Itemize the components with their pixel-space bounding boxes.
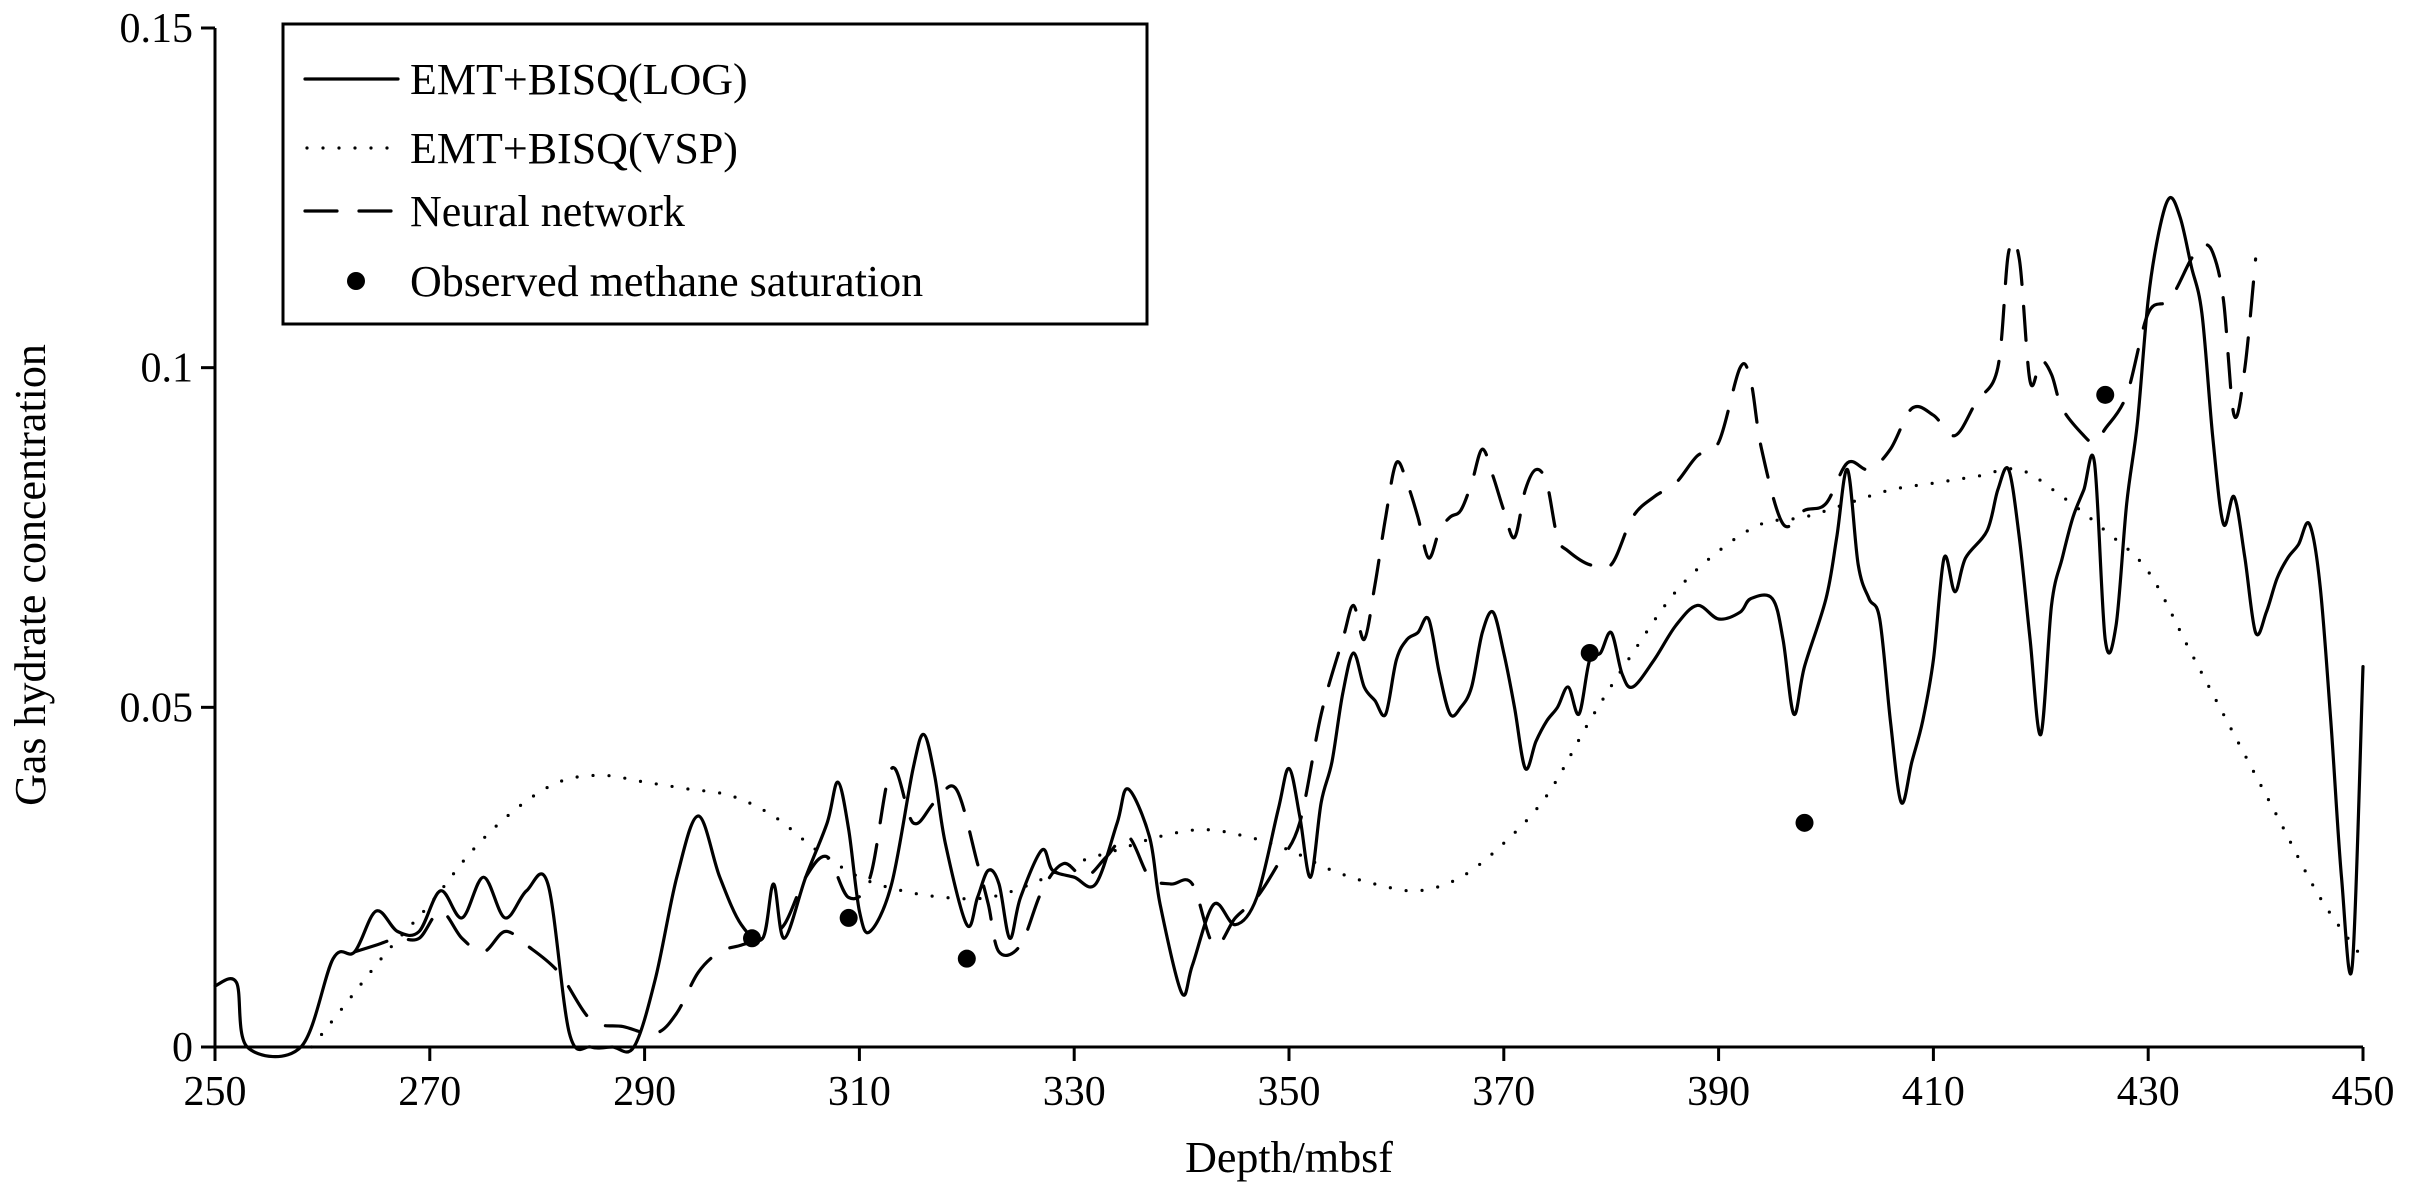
- legend-label-nn: Neural network: [410, 187, 685, 236]
- observed-methane-point: [957, 949, 976, 968]
- x-tick-label: 370: [1472, 1069, 1535, 1115]
- x-ticks: 250 270 290 310 330 350 370 390 410 430 450: [184, 1047, 2395, 1115]
- y-tick-label: 0.1: [141, 346, 194, 392]
- y-axis-title: Gas hydrate concentration: [6, 344, 55, 806]
- x-tick-label: 330: [1043, 1069, 1106, 1115]
- y-tick-label: 0: [172, 1025, 193, 1071]
- observed-methane-point: [2096, 385, 2115, 404]
- x-tick-label: 270: [398, 1069, 461, 1115]
- x-tick-label: 450: [2332, 1069, 2395, 1115]
- series-line-emt-bisq-vsp: [310, 467, 2365, 1049]
- observed-methane-point: [839, 908, 858, 927]
- x-tick-label: 350: [1258, 1069, 1321, 1115]
- x-tick-label: 290: [613, 1069, 676, 1115]
- series-line-emt-bisq-log: [213, 195, 2365, 1059]
- legend-box: [281, 22, 1149, 326]
- y-ticks: 0 0.05 0.1 0.15: [120, 6, 215, 1071]
- series-group: [213, 195, 2365, 1059]
- x-tick-label: 410: [1902, 1069, 1965, 1115]
- x-tick-label: 250: [184, 1069, 247, 1115]
- legend-swatch-observed: [347, 272, 365, 290]
- observed-methane-point: [1580, 643, 1599, 662]
- x-tick-label: 430: [2117, 1069, 2180, 1115]
- observed-methane-point: [743, 929, 761, 948]
- y-tick-label: 0.15: [120, 6, 194, 52]
- x-tick-label: 310: [828, 1069, 891, 1115]
- observed-methane-point: [1795, 813, 1814, 832]
- series-line-neural-network: [353, 239, 2258, 1036]
- legend-label-vsp: EMT+BISQ(VSP): [410, 124, 738, 173]
- x-tick-label: 390: [1687, 1069, 1750, 1115]
- legend: EMT+BISQ(LOG) EMT+BISQ(VSP) Neural netwo…: [281, 22, 1149, 326]
- legend-label-observed: Observed methane saturation: [410, 257, 923, 306]
- legend-label-log: EMT+BISQ(LOG): [410, 55, 748, 104]
- y-tick-label: 0.05: [120, 685, 194, 731]
- x-axis-title: Depth/mbsf: [1185, 1133, 1393, 1182]
